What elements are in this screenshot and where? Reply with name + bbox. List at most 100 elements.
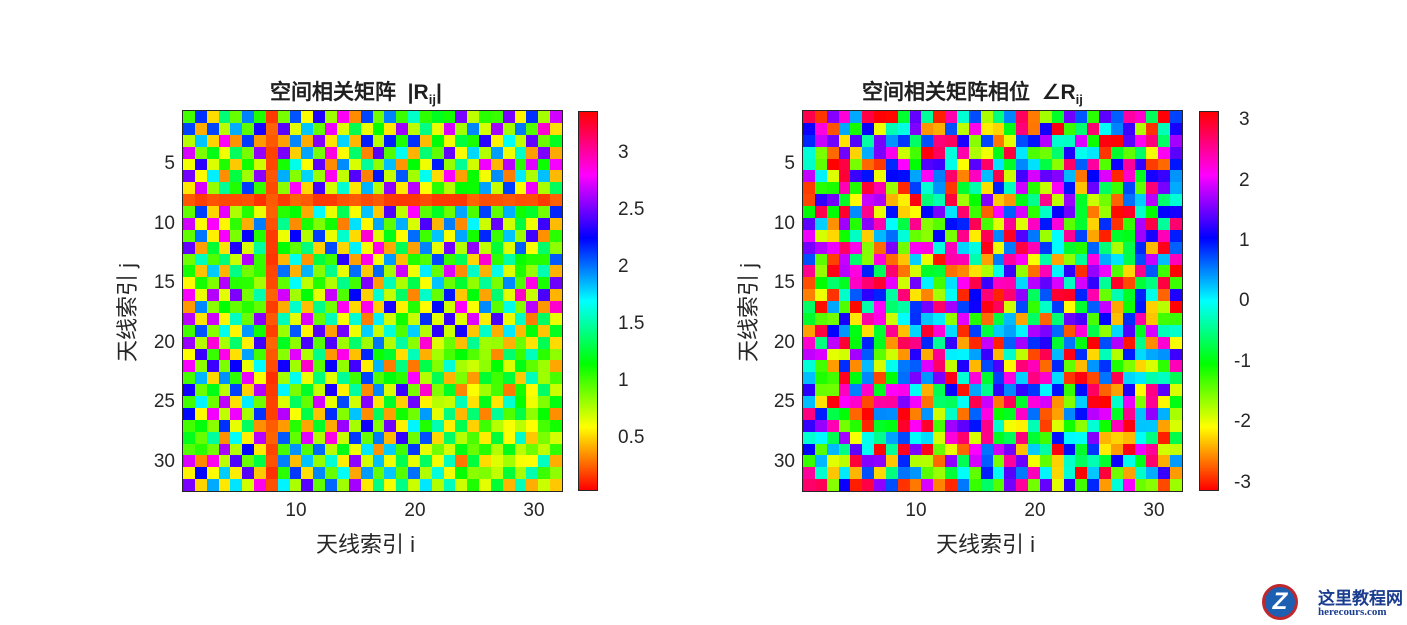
heatmap-cell [242, 301, 255, 313]
heatmap-cell [1063, 396, 1076, 408]
heatmap-cell [1051, 170, 1064, 183]
heatmap-cell [838, 443, 851, 456]
heatmap-cell [909, 217, 922, 230]
heatmap-cell [826, 206, 839, 218]
heatmap-cell [803, 182, 815, 195]
heatmap-cell [325, 134, 337, 147]
heatmap-cell [814, 312, 827, 325]
heatmap-cell [1170, 253, 1182, 266]
heatmap-cell [431, 111, 444, 123]
heatmap-cell [372, 407, 385, 420]
heatmap-cell [980, 277, 993, 290]
heatmap-cell [396, 158, 409, 171]
heatmap-cell [289, 443, 302, 456]
heatmap-cell [921, 111, 934, 123]
heatmap-cell [467, 372, 480, 385]
heatmap-cell [384, 324, 397, 337]
heatmap-cell [502, 312, 515, 325]
heatmap-cell [968, 396, 981, 408]
heatmap-cell [1158, 182, 1171, 195]
heatmap-cell [874, 158, 886, 171]
heatmap-cell [502, 419, 515, 432]
heatmap-cell [1122, 467, 1135, 480]
heatmap-cell [490, 241, 503, 254]
heatmap-cell [479, 194, 491, 206]
heatmap-cell [419, 455, 432, 468]
heatmap-cell [455, 229, 468, 242]
heatmap-cell [814, 324, 827, 337]
left-x-axis-label: 天线索引 i [316, 532, 416, 557]
heatmap-cell [933, 396, 946, 408]
heatmap-cell [897, 265, 910, 278]
heatmap-cell [945, 372, 957, 385]
heatmap-cell [897, 467, 910, 480]
left-xtick: 30 [523, 500, 545, 521]
heatmap-cell [360, 265, 373, 278]
heatmap-cell [242, 158, 255, 171]
heatmap-cell [313, 229, 326, 242]
heatmap-cell [803, 289, 815, 301]
heatmap-cell [945, 277, 957, 290]
heatmap-cell [968, 372, 981, 385]
heatmap-cell [1110, 431, 1123, 444]
heatmap-cell [479, 467, 491, 480]
heatmap-cell [550, 336, 562, 349]
heatmap-cell [945, 467, 957, 480]
heatmap-cell [1134, 348, 1147, 361]
heatmap-cell [313, 419, 326, 432]
heatmap-cell [265, 407, 278, 420]
heatmap-cell [360, 111, 373, 123]
heatmap-cell [1158, 431, 1171, 444]
heatmap-cell [1134, 301, 1147, 313]
heatmap-cell [1016, 146, 1029, 159]
heatmap-cell [1039, 217, 1052, 230]
heatmap-cell [514, 324, 527, 337]
heatmap-cell [1028, 301, 1040, 313]
heatmap-cell [921, 348, 934, 361]
heatmap-cell [550, 265, 562, 278]
heatmap-cell [550, 384, 562, 396]
heatmap-cell [1099, 443, 1111, 456]
heatmap-cell [1004, 360, 1017, 373]
heatmap-cell [502, 384, 515, 396]
heatmap-cell [230, 360, 243, 373]
heatmap-cell [1110, 134, 1123, 147]
heatmap-cell [455, 443, 468, 456]
heatmap-cell [550, 146, 562, 159]
heatmap-cell [408, 372, 420, 385]
heatmap-cell [408, 134, 420, 147]
heatmap-cell [803, 419, 815, 432]
heatmap-cell [1028, 122, 1040, 135]
heatmap-cell [301, 336, 314, 349]
heatmap-cell [850, 324, 863, 337]
heatmap-cell [897, 253, 910, 266]
heatmap-cell [1122, 455, 1135, 468]
heatmap-cell [803, 407, 815, 420]
heatmap-cell [265, 229, 278, 242]
heatmap-cell [1016, 431, 1029, 444]
heatmap-cell [336, 407, 349, 420]
heatmap-cell [514, 479, 527, 491]
heatmap-cell [206, 253, 219, 266]
heatmap-cell [1028, 396, 1040, 408]
heatmap-cell [265, 170, 278, 183]
heatmap-cell [514, 289, 527, 301]
heatmap-cell [194, 455, 207, 468]
heatmap-cell [254, 170, 266, 183]
heatmap-cell [467, 384, 480, 396]
heatmap-cell [1122, 324, 1135, 337]
heatmap-cell [850, 336, 863, 349]
heatmap-cell [803, 324, 815, 337]
heatmap-cell [862, 336, 875, 349]
heatmap-cell [850, 277, 863, 290]
heatmap-cell [479, 170, 491, 183]
heatmap-cell [862, 206, 875, 218]
heatmap-cell [1028, 479, 1040, 491]
heatmap-cell [1051, 229, 1064, 242]
left-ytick: 20 [153, 332, 175, 353]
heatmap-cell [455, 431, 468, 444]
heatmap-cell [230, 407, 243, 420]
heatmap-cell [1028, 253, 1040, 266]
heatmap-cell [384, 336, 397, 349]
heatmap-cell [885, 277, 898, 290]
